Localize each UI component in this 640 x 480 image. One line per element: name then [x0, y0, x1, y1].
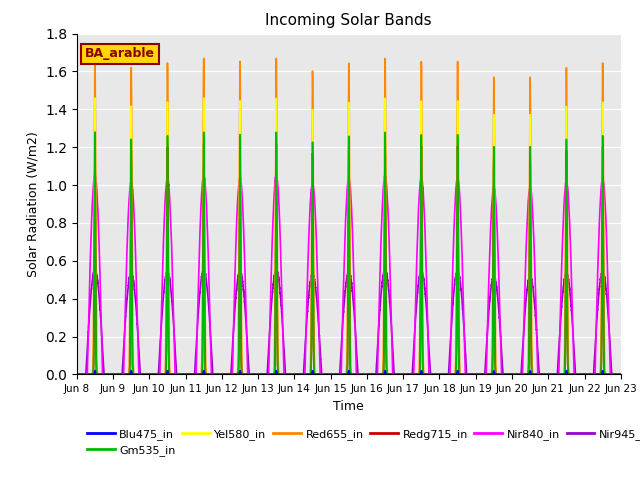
- Nir945_in: [381, 266, 389, 272]
- Redg715_in: [91, 141, 99, 146]
- Red655_in: [615, 372, 623, 377]
- Red655_in: [189, 372, 197, 377]
- Redg715_in: [617, 372, 625, 377]
- Line: Yel580_in: Yel580_in: [77, 98, 621, 374]
- Redg715_in: [184, 372, 191, 377]
- Nir840_in: [272, 172, 280, 178]
- Redg715_in: [424, 372, 431, 377]
- Blu475_in: [184, 372, 191, 377]
- Line: Redg715_in: Redg715_in: [77, 144, 621, 374]
- Yel580_in: [189, 372, 197, 377]
- Nir945_in: [424, 327, 431, 333]
- Title: Incoming Solar Bands: Incoming Solar Bands: [266, 13, 432, 28]
- Yel580_in: [615, 372, 623, 377]
- Nir840_in: [615, 372, 623, 377]
- Blu475_in: [91, 368, 99, 373]
- X-axis label: Time: Time: [333, 400, 364, 413]
- Nir840_in: [184, 372, 191, 377]
- Gm535_in: [424, 372, 431, 377]
- Yel580_in: [276, 372, 284, 377]
- Blu475_in: [424, 372, 431, 377]
- Red655_in: [276, 372, 284, 377]
- Gm535_in: [615, 372, 623, 377]
- Gm535_in: [91, 129, 99, 135]
- Yel580_in: [424, 372, 431, 377]
- Nir840_in: [276, 244, 284, 250]
- Red655_in: [184, 372, 191, 377]
- Redg715_in: [615, 372, 623, 377]
- Gm535_in: [73, 372, 81, 377]
- Legend: Blu475_in, Gm535_in, Yel580_in, Red655_in, Redg715_in, Nir840_in, Nir945_in: Blu475_in, Gm535_in, Yel580_in, Red655_i…: [83, 424, 640, 460]
- Red655_in: [617, 372, 625, 377]
- Nir945_in: [615, 372, 623, 377]
- Blu475_in: [501, 372, 509, 377]
- Blu475_in: [615, 372, 623, 377]
- Gm535_in: [501, 372, 509, 377]
- Red655_in: [91, 55, 99, 61]
- Yel580_in: [501, 372, 509, 377]
- Red655_in: [73, 372, 81, 377]
- Nir945_in: [276, 294, 284, 300]
- Nir945_in: [617, 372, 625, 377]
- Y-axis label: Solar Radiation (W/m2): Solar Radiation (W/m2): [26, 131, 40, 277]
- Line: Nir840_in: Nir840_in: [77, 175, 621, 374]
- Nir945_in: [73, 372, 81, 377]
- Gm535_in: [189, 372, 197, 377]
- Yel580_in: [184, 372, 191, 377]
- Nir840_in: [424, 326, 431, 332]
- Gm535_in: [276, 372, 284, 377]
- Redg715_in: [501, 372, 509, 377]
- Blu475_in: [73, 372, 81, 377]
- Line: Blu475_in: Blu475_in: [77, 371, 621, 374]
- Nir945_in: [184, 372, 191, 377]
- Yel580_in: [617, 372, 625, 377]
- Redg715_in: [73, 372, 81, 377]
- Nir945_in: [189, 372, 197, 377]
- Nir840_in: [189, 372, 197, 377]
- Blu475_in: [276, 372, 284, 377]
- Redg715_in: [189, 372, 197, 377]
- Redg715_in: [276, 372, 284, 377]
- Yel580_in: [73, 372, 81, 377]
- Nir840_in: [617, 372, 625, 377]
- Blu475_in: [617, 372, 625, 377]
- Red655_in: [424, 372, 431, 377]
- Nir945_in: [501, 372, 509, 377]
- Gm535_in: [184, 372, 191, 377]
- Nir840_in: [501, 372, 509, 377]
- Line: Gm535_in: Gm535_in: [77, 132, 621, 374]
- Line: Red655_in: Red655_in: [77, 58, 621, 374]
- Red655_in: [501, 372, 509, 377]
- Gm535_in: [617, 372, 625, 377]
- Yel580_in: [91, 95, 99, 101]
- Blu475_in: [189, 372, 197, 377]
- Line: Nir945_in: Nir945_in: [77, 269, 621, 374]
- Text: BA_arable: BA_arable: [85, 48, 155, 60]
- Nir840_in: [73, 372, 81, 377]
